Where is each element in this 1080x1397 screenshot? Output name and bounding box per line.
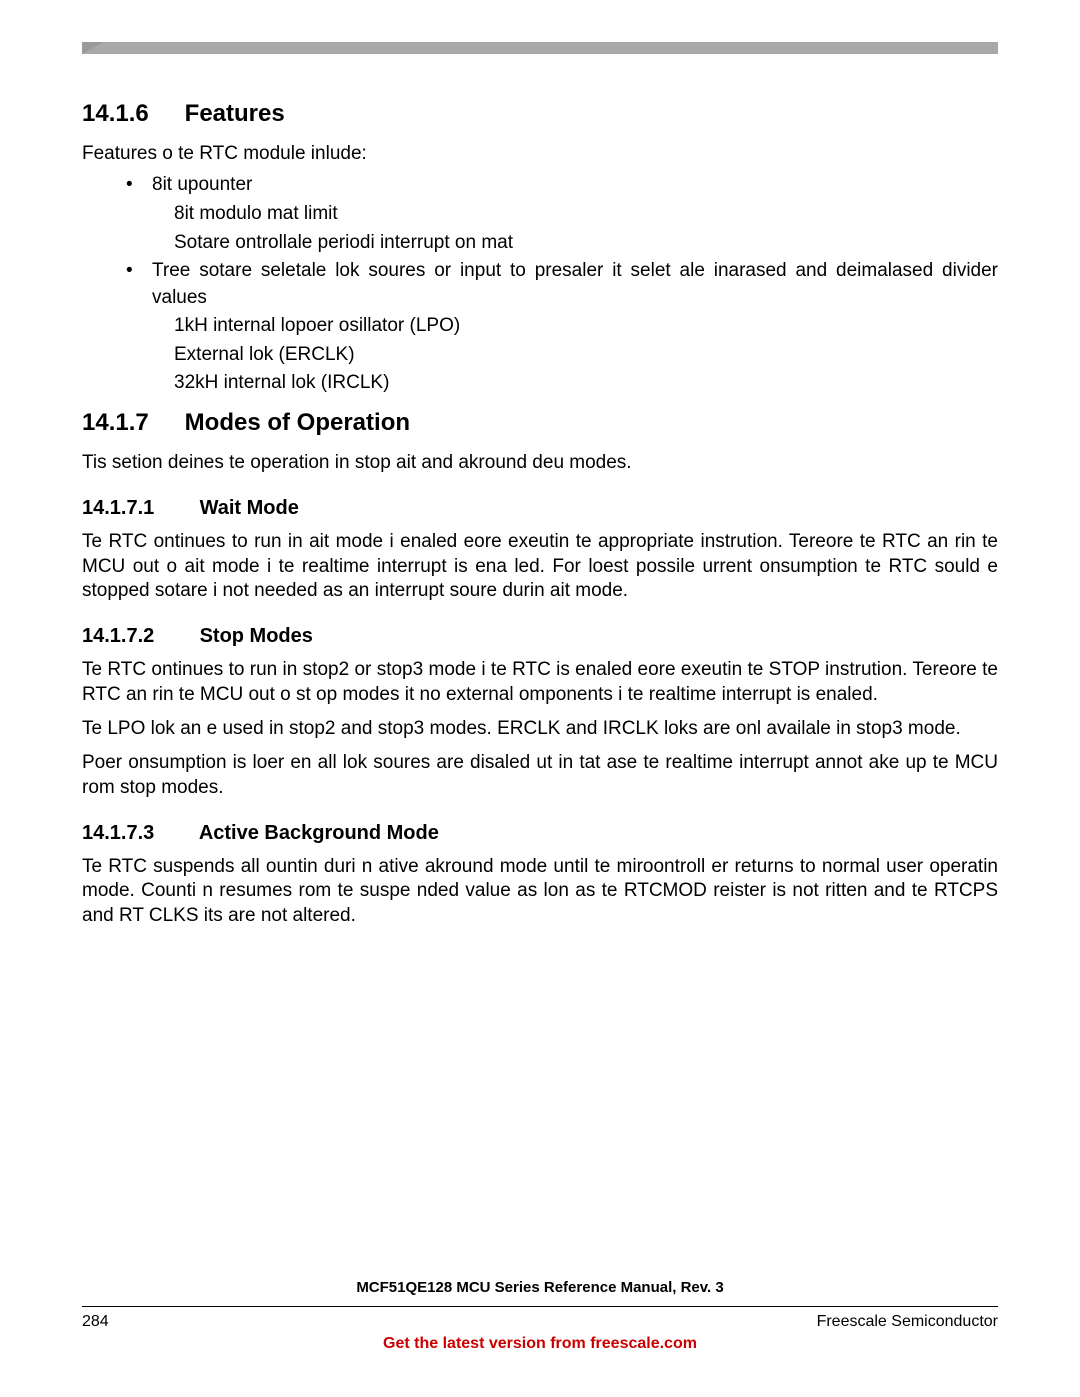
paragraph: Te RTC suspends all ountin duri n ative … xyxy=(82,855,998,928)
section-number: 14.1.7 xyxy=(82,409,178,437)
footer-row: 284 Freescale Semiconductor xyxy=(82,1313,998,1331)
subsection-title: Active Background Mode xyxy=(199,822,439,844)
paragraph: Te LPO lok an e used in stop2 and stop3 … xyxy=(82,717,998,741)
sub-list: 8it modulo mat limit Sotare ontrollale p… xyxy=(174,201,998,256)
page: 14.1.6 Features Features o te RTC module… xyxy=(0,0,1080,1397)
paragraph: Te RTC ontinues to run in ait mode i ena… xyxy=(82,530,998,603)
footer-rule xyxy=(82,1306,998,1307)
list-item: 8it modulo mat limit xyxy=(174,201,998,228)
list-item: 32kH internal lok (IRCLK) xyxy=(174,370,998,397)
subsection-number: 14.1.7.3 xyxy=(82,822,194,845)
paragraph: Te RTC ontinues to run in stop2 or stop3… xyxy=(82,658,998,707)
subsection-activebg-heading: 14.1.7.3 Active Background Mode xyxy=(82,822,998,845)
footer-link[interactable]: Get the latest version from freescale.co… xyxy=(82,1335,998,1353)
sub-list: 1kH internal lopoer osillator (LPO) Exte… xyxy=(174,313,998,397)
modes-intro: Tis setion deines te operation in stop a… xyxy=(82,451,998,475)
subsection-title: Wait Mode xyxy=(200,497,299,519)
features-intro: Features o te RTC module inlude: xyxy=(82,142,998,166)
content-area: 14.1.6 Features Features o te RTC module… xyxy=(82,88,998,938)
header-rule xyxy=(82,42,998,54)
section-features-heading: 14.1.6 Features xyxy=(82,100,998,128)
subsection-wait-heading: 14.1.7.1 Wait Mode xyxy=(82,497,998,520)
list-item: 8it upounter 8it modulo mat limit Sotare… xyxy=(126,172,998,256)
section-title: Modes of Operation xyxy=(185,409,410,436)
bullet-text: 8it upounter xyxy=(152,174,252,195)
subsection-number: 14.1.7.2 xyxy=(82,625,194,648)
list-item: Sotare ontrollale periodi interrupt on m… xyxy=(174,230,998,257)
section-title: Features xyxy=(185,100,285,127)
company-name: Freescale Semiconductor xyxy=(817,1313,998,1331)
paragraph: Poer onsumption is loer en all lok soure… xyxy=(82,751,998,800)
subsection-number: 14.1.7.1 xyxy=(82,497,194,520)
section-modes-heading: 14.1.7 Modes of Operation xyxy=(82,409,998,437)
list-item: External lok (ERCLK) xyxy=(174,342,998,369)
subsection-title: Stop Modes xyxy=(200,625,313,647)
list-item: Tree sotare seletale lok soures or input… xyxy=(126,258,998,397)
page-number: 284 xyxy=(82,1313,109,1331)
bullet-text: Tree sotare seletale lok soures or input… xyxy=(152,260,998,308)
features-bullet-list: 8it upounter 8it modulo mat limit Sotare… xyxy=(126,172,998,397)
footer-manual-title: MCF51QE128 MCU Series Reference Manual, … xyxy=(82,1279,998,1296)
page-footer: MCF51QE128 MCU Series Reference Manual, … xyxy=(82,1303,998,1353)
subsection-stop-heading: 14.1.7.2 Stop Modes xyxy=(82,625,998,648)
list-item: 1kH internal lopoer osillator (LPO) xyxy=(174,313,998,340)
section-number: 14.1.6 xyxy=(82,100,178,128)
